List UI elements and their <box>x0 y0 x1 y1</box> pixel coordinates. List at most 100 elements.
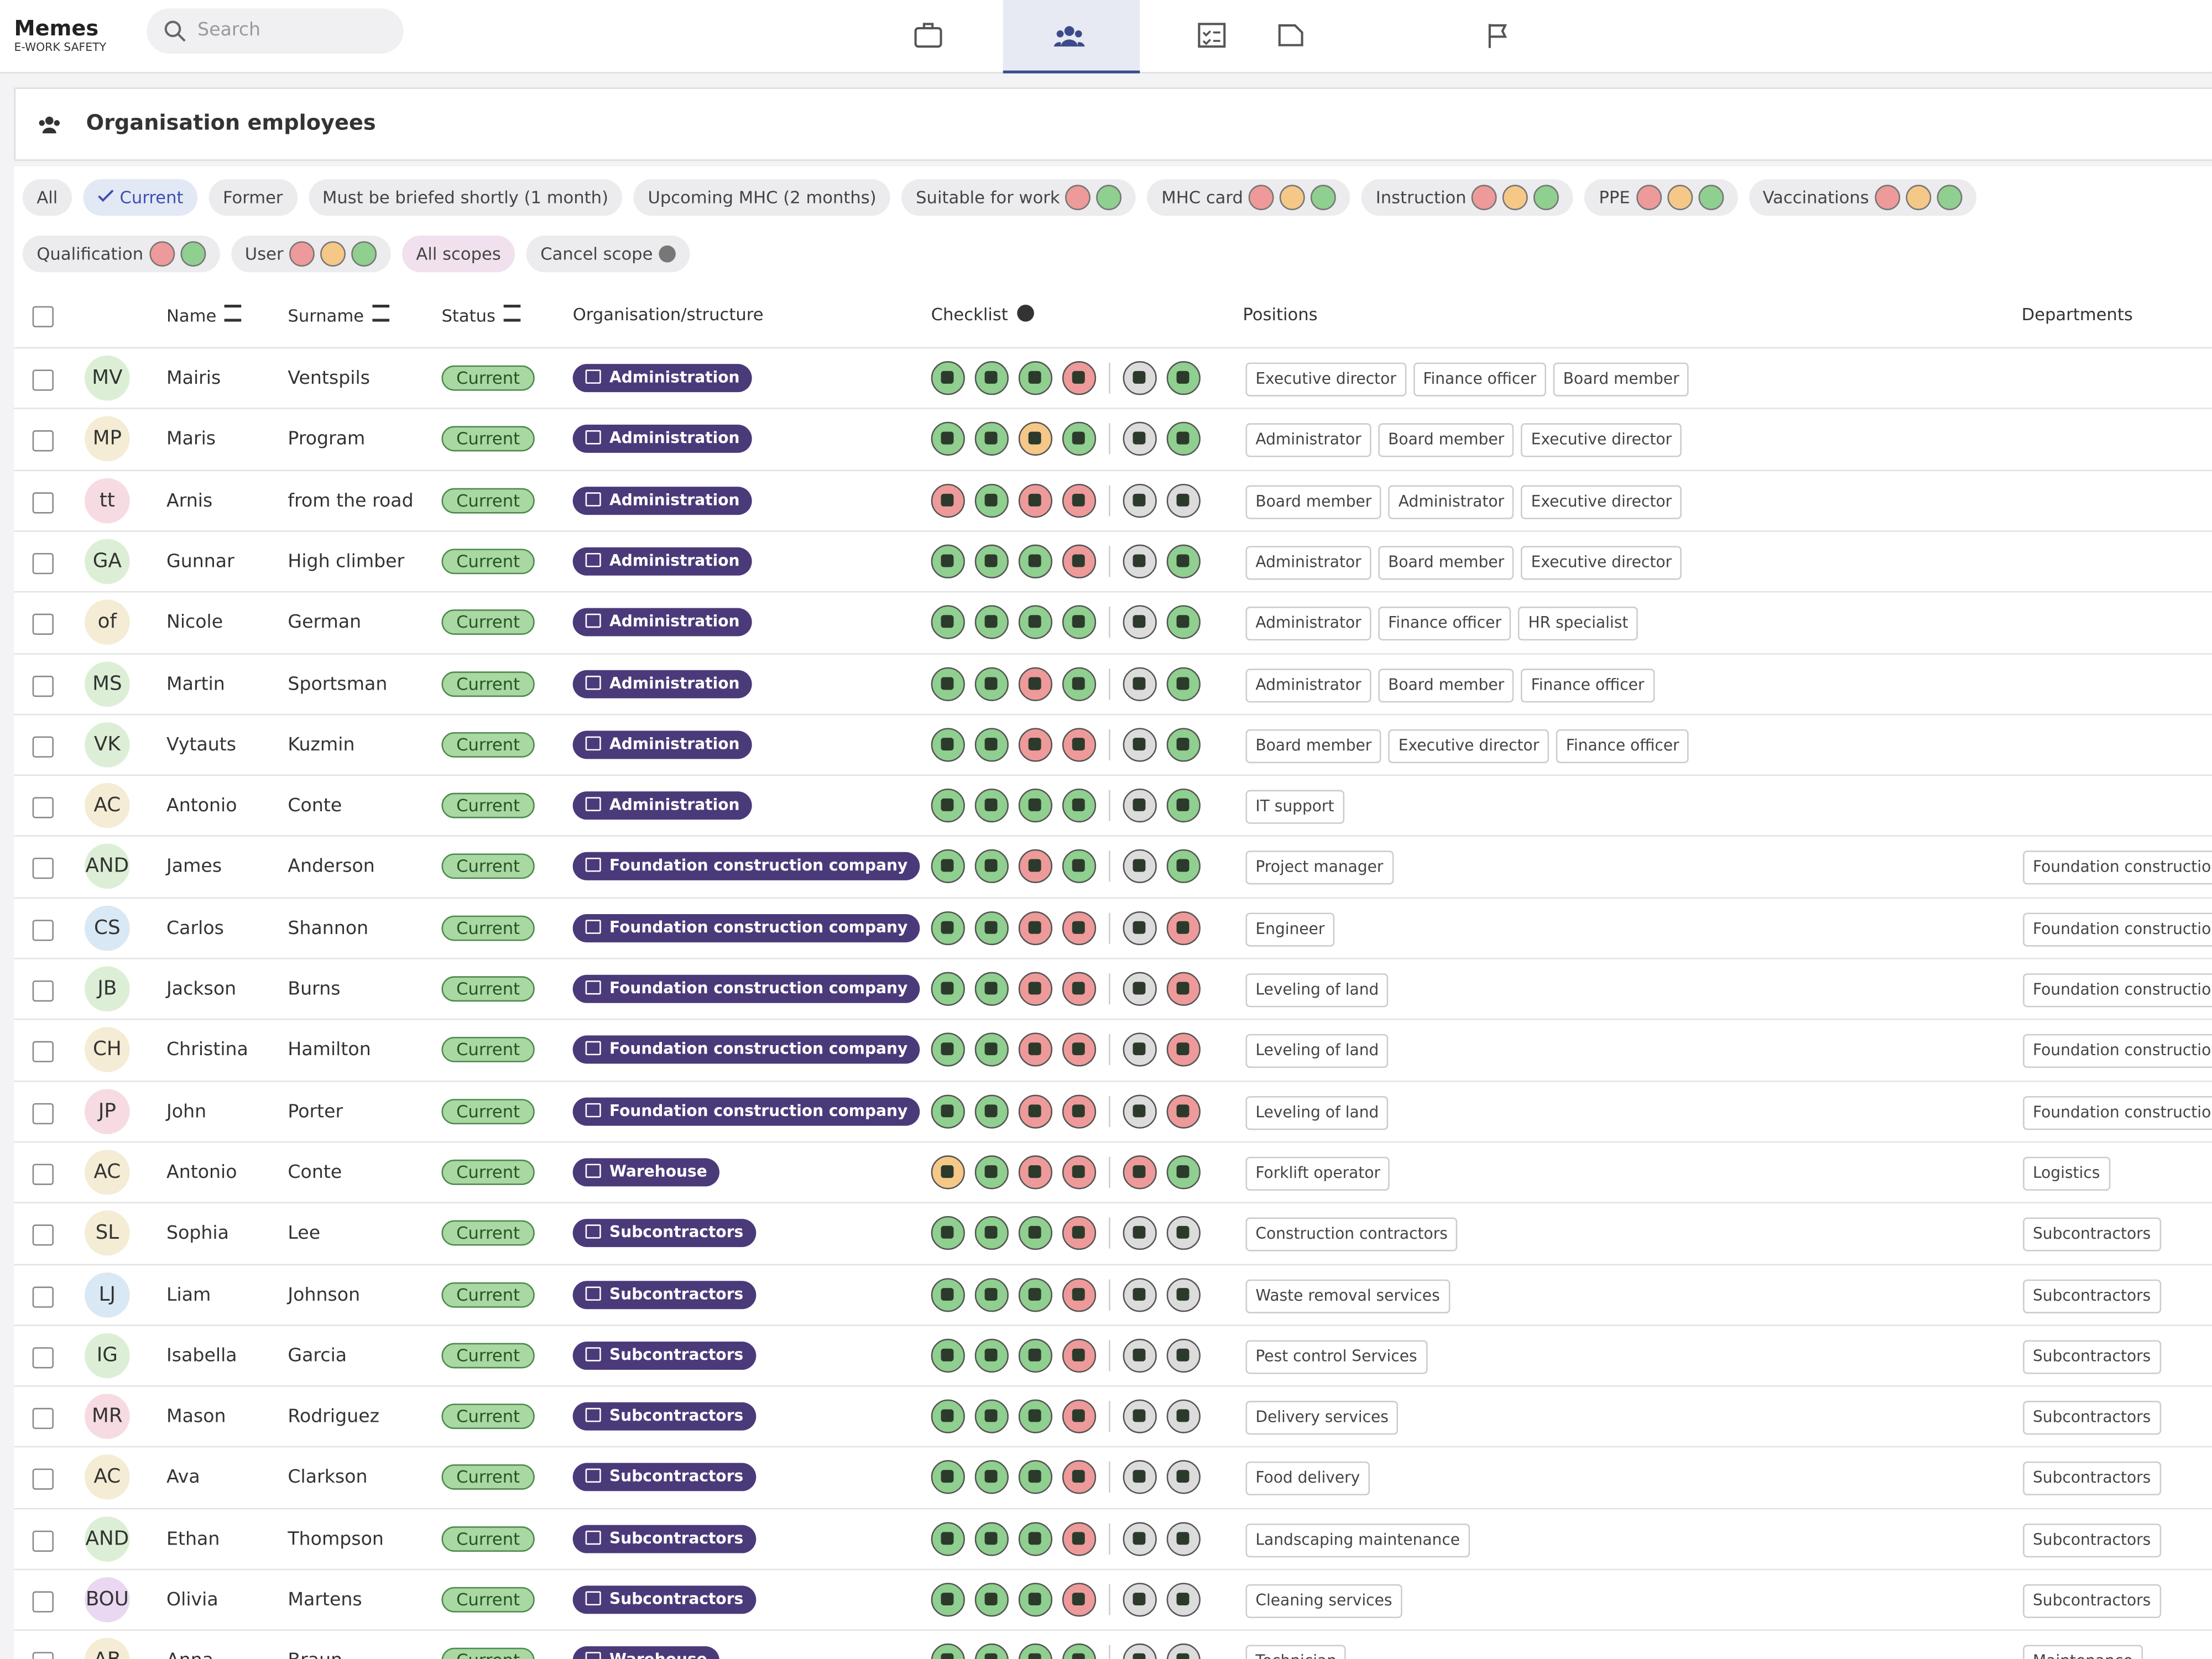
checklist-icon <box>1166 1033 1201 1067</box>
row-checkbox[interactable] <box>32 858 54 880</box>
filter-label: MHC card <box>1161 187 1243 207</box>
filter-chip[interactable]: Cancel scope <box>526 236 690 273</box>
table-row[interactable]: AC Ava Clarkson Current Subcontractors Food d… <box>14 1446 2212 1509</box>
column-header[interactable]: Name <box>166 305 242 326</box>
table-row[interactable]: JB Jackson Burns Current Foundation construc… <box>14 958 2212 1020</box>
checklist-icon <box>1166 605 1201 640</box>
status-badge: Current <box>441 487 535 513</box>
table-row[interactable]: LJ Liam Johnson Current Subcontractors Waste … <box>14 1263 2212 1325</box>
row-checkbox[interactable] <box>32 1591 54 1613</box>
row-checkbox[interactable] <box>32 1286 54 1307</box>
column-header[interactable]: Status <box>441 305 521 326</box>
filter-label: PPE <box>1599 187 1630 207</box>
table-row[interactable]: CH Christina Hamilton Current Foundation con… <box>14 1019 2212 1081</box>
filter-chip[interactable]: All <box>22 179 72 216</box>
table-row[interactable]: AB Anna Braun Current Warehouse Technician Mai… <box>14 1630 2212 1659</box>
table-row[interactable]: IG Isabella Garcia Current Subcontractors Pes… <box>14 1324 2212 1386</box>
row-checkbox[interactable] <box>32 919 54 941</box>
position-chip: Finance officer <box>1521 667 1655 702</box>
table-row[interactable]: AND Ethan Thompson Current Subcontractors Lan… <box>14 1507 2212 1569</box>
row-checkbox[interactable] <box>32 614 54 635</box>
row-checkbox[interactable] <box>32 1530 54 1552</box>
filter-chip[interactable]: Former <box>208 179 298 216</box>
org-badge: Subcontractors <box>572 1341 757 1370</box>
checklist-icon <box>974 666 1009 701</box>
table-row[interactable]: AC Antonio Conte Current Administration IT su… <box>14 774 2212 837</box>
table-row[interactable]: SL Sophia Lee Current Subcontractors Construc… <box>14 1202 2212 1264</box>
column-header[interactable]: Surname <box>288 305 390 326</box>
table-row[interactable]: MP Maris Program Current Administration Admin… <box>14 408 2212 470</box>
filter-chip[interactable]: Current <box>83 179 198 216</box>
row-checkbox[interactable] <box>32 430 54 452</box>
org-icon <box>585 552 601 567</box>
table-row[interactable]: tt Arnis from the road Current Administratio… <box>14 469 2212 531</box>
filter-row: All Current Former Must be briefed shortly … <box>22 179 1976 216</box>
filter-dot <box>1534 185 1559 211</box>
position-chip: Construction contractors <box>1245 1217 1458 1252</box>
nav-icon-briefcase[interactable] <box>912 20 943 51</box>
row-checkbox[interactable] <box>32 736 54 758</box>
department-chip: Foundation construction <box>2023 973 2212 1008</box>
nav-icon-checklist[interactable] <box>1196 20 1227 51</box>
checklist-icon <box>1166 544 1201 578</box>
row-checkbox[interactable] <box>32 552 54 574</box>
table-row[interactable]: of Nicole German Current Administration Admin… <box>14 591 2212 653</box>
table-row[interactable]: AC Antonio Conte Current Warehouse Forklift o… <box>14 1141 2212 1203</box>
filter-label: Instruction <box>1375 187 1467 207</box>
table-row[interactable]: GA Gunnar High climber Current Administratio… <box>14 530 2212 592</box>
row-checkbox[interactable] <box>32 980 54 1002</box>
position-chip: Administrator <box>1245 667 1371 702</box>
filter-chip[interactable]: Upcoming MHC (2 months) <box>633 179 891 216</box>
org-icon <box>585 797 601 812</box>
department-chip: Subcontractors <box>2023 1462 2161 1496</box>
table-row[interactable]: MV Mairis Ventspils Current Administration Ex… <box>14 347 2212 409</box>
table-row[interactable]: BOU Olivia Martens Current Subcontractors Cle… <box>14 1568 2212 1631</box>
checklist-icon <box>931 1338 965 1373</box>
row-checkbox[interactable] <box>32 1164 54 1185</box>
row-checkbox[interactable] <box>32 1347 54 1368</box>
row-checkbox[interactable] <box>32 675 54 696</box>
nav-icon-people[interactable] <box>1053 20 1085 51</box>
row-checkbox[interactable] <box>32 369 54 391</box>
name: Maris <box>166 429 216 451</box>
filter-chip[interactable]: MHC card <box>1147 179 1350 216</box>
filter-label: Suitable for work <box>916 187 1060 207</box>
nav-icon-tag[interactable] <box>1275 20 1306 51</box>
row-checkbox[interactable] <box>32 1102 54 1124</box>
active-tab[interactable] <box>1003 0 1140 74</box>
row-checkbox[interactable] <box>32 1041 54 1063</box>
filter-chip[interactable]: Qualification <box>22 236 220 273</box>
org-label: Foundation construction company <box>609 857 908 875</box>
row-checkbox[interactable] <box>32 1408 54 1430</box>
filter-chip[interactable]: Suitable for work <box>901 179 1136 216</box>
filter-chip[interactable]: PPE <box>1584 179 1738 216</box>
table-row[interactable]: AND James Anderson Current Foundation constr… <box>14 836 2212 898</box>
table-row[interactable]: VK Vytauts Kuzmin Current Administration Boar… <box>14 713 2212 775</box>
filter-chip[interactable]: User <box>231 236 391 273</box>
employee-table: Name Surname Status Organisation/structure C… <box>14 282 2212 1659</box>
org-icon <box>585 736 601 750</box>
checklist-separator <box>1109 1645 1110 1659</box>
filter-chip[interactable]: Must be briefed shortly (1 month) <box>308 179 623 216</box>
search-box[interactable]: Search <box>147 8 404 54</box>
name: Martin <box>166 674 225 695</box>
row-checkbox[interactable] <box>32 492 54 513</box>
checklist-icon <box>974 483 1009 518</box>
row-checkbox[interactable] <box>32 1652 54 1659</box>
table-row[interactable]: MS Martin Sportsman Current Administration Ad… <box>14 652 2212 714</box>
row-checkbox[interactable] <box>32 1224 54 1246</box>
filter-chip[interactable]: Instruction <box>1361 179 1574 216</box>
row-checkbox[interactable] <box>32 797 54 818</box>
nav-icon-flag[interactable] <box>1483 20 1514 51</box>
check-icon <box>97 187 114 207</box>
table-row[interactable]: JP John Porter Current Foundation constructi… <box>14 1080 2212 1142</box>
filter-chip[interactable]: All scopes <box>401 236 515 273</box>
checklist-icon <box>931 1583 965 1617</box>
table-row[interactable]: MR Mason Rodriguez Current Subcontractors Del… <box>14 1385 2212 1447</box>
select-all-checkbox[interactable] <box>32 306 54 327</box>
row-checkbox[interactable] <box>32 1469 54 1490</box>
filter-chip[interactable]: Vaccinations <box>1748 179 1976 216</box>
org-label: Foundation construction company <box>609 917 908 937</box>
checklist-icon <box>1018 727 1053 762</box>
table-row[interactable]: CS Carlos Shannon Current Foundation constru… <box>14 896 2212 959</box>
